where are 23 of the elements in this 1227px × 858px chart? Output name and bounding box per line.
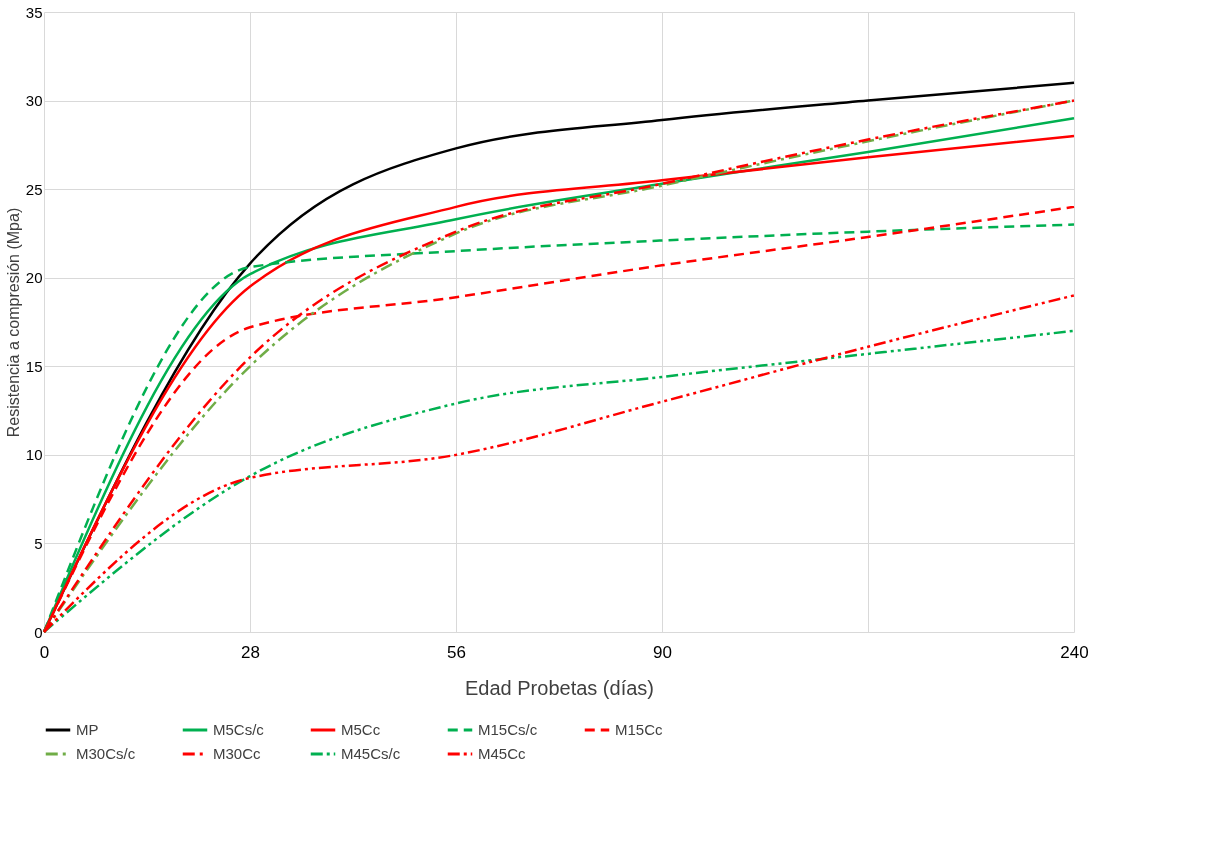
y-tick-label: 35 <box>25 3 43 21</box>
y-tick-label: 20 <box>25 269 43 287</box>
legend-label: M15Cs/c <box>478 721 538 738</box>
y-tick-label: 15 <box>25 357 43 375</box>
legend-label: M15Cc <box>615 721 664 738</box>
x-tick-label: 28 <box>241 642 260 662</box>
legend-label: MP <box>76 721 99 738</box>
y-tick-label: 5 <box>34 534 43 552</box>
x-tick-label: 56 <box>447 642 466 662</box>
y-tick-label: 30 <box>25 92 43 110</box>
legend-label: M5Cs/c <box>213 721 265 738</box>
y-tick-label: 0 <box>34 623 43 641</box>
legend-label: M30Cs/c <box>76 745 136 762</box>
y-tick-label: 10 <box>25 446 43 464</box>
x-axis-title: Edad Probetas (días) <box>465 676 654 699</box>
x-tick-label: 90 <box>653 642 672 662</box>
legend-label: M5Cc <box>341 721 381 738</box>
legend-label: M45Cc <box>478 745 527 762</box>
x-tick-label: 240 <box>1060 642 1089 662</box>
y-axis-title: Resistencia a compresión (Mpa) <box>4 207 22 438</box>
y-tick-label: 25 <box>25 180 43 198</box>
legend-label: M30Cc <box>213 745 262 762</box>
legend-label: M45Cs/c <box>341 745 401 762</box>
